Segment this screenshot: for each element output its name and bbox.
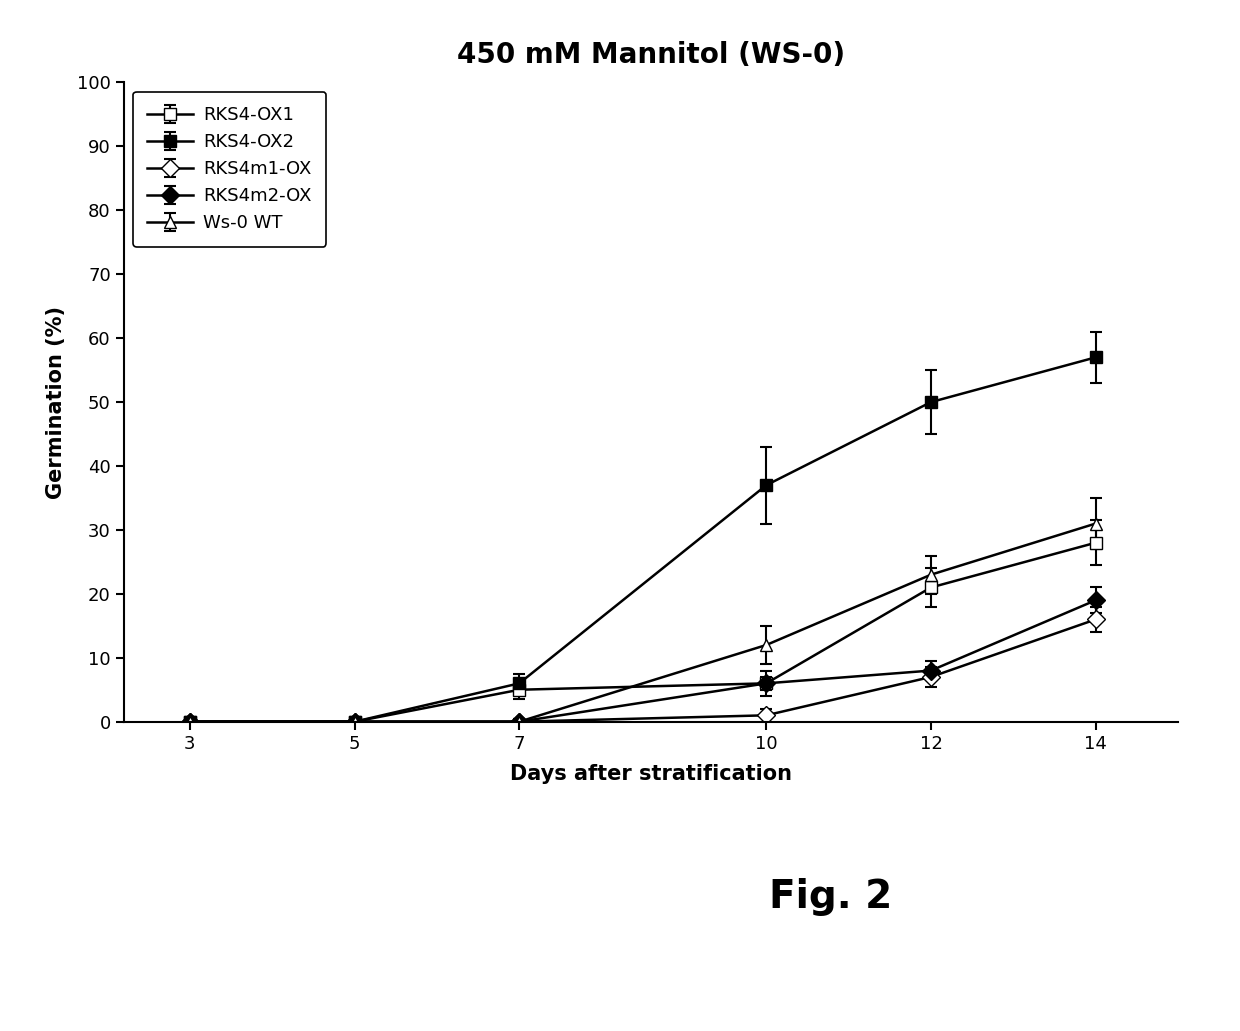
X-axis label: Days after stratification: Days after stratification — [510, 764, 792, 784]
Title: 450 mM Mannitol (WS-0): 450 mM Mannitol (WS-0) — [456, 41, 846, 69]
Text: Fig. 2: Fig. 2 — [769, 878, 893, 916]
Y-axis label: Germination (%): Germination (%) — [46, 305, 66, 499]
Legend: RKS4-OX1, RKS4-OX2, RKS4m1-OX, RKS4m2-OX, Ws-0 WT: RKS4-OX1, RKS4-OX2, RKS4m1-OX, RKS4m2-OX… — [133, 92, 326, 246]
